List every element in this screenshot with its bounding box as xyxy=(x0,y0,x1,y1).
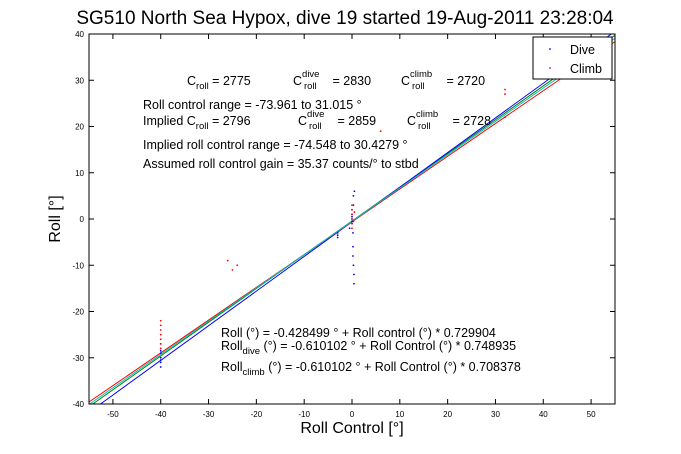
point-dive-23 xyxy=(353,282,355,285)
y-tick-label: 20 xyxy=(75,123,84,132)
point-climb-4 xyxy=(159,338,162,341)
point-climb-8 xyxy=(231,268,234,271)
point-climb-9 xyxy=(236,264,239,267)
point-dive-22 xyxy=(353,273,355,276)
annotation-fit-dive: Rolldive (°) = -0.610102 ° + Roll Contro… xyxy=(221,339,516,357)
point-climb-5 xyxy=(159,342,162,345)
point-dive-3 xyxy=(159,356,162,359)
point-climb-3 xyxy=(159,333,162,336)
point-dive-4 xyxy=(159,361,162,364)
point-climb-6 xyxy=(159,347,162,350)
point-dive-21 xyxy=(352,264,355,267)
x-axis-ticks: -50 -40 -30 -20 -10 0 10 20 30 40 50 xyxy=(107,34,596,419)
x-tick-label: 10 xyxy=(395,410,404,419)
x-tick-label: -20 xyxy=(251,410,263,419)
annotation-implied-c-roll-dive: Cdive roll = 2859 xyxy=(298,109,376,132)
y-tick-label: -40 xyxy=(72,400,84,409)
y-axis-ticks: -40 -30 -20 -10 0 10 20 30 40 xyxy=(72,30,615,409)
point-climb-16 xyxy=(352,220,355,223)
point-dive-2 xyxy=(159,352,162,355)
x-tick-label: 30 xyxy=(491,410,500,419)
y-tick-label: 0 xyxy=(80,215,85,224)
x-tick-label: 50 xyxy=(587,410,596,419)
point-dive-11 xyxy=(348,227,351,230)
y-tick-label: -20 xyxy=(72,308,84,317)
x-tick-label: 20 xyxy=(443,410,452,419)
x-tick-label: 40 xyxy=(539,410,548,419)
point-climb-21 xyxy=(504,88,506,91)
point-dive-6 xyxy=(159,349,162,352)
point-dive-10 xyxy=(336,236,339,239)
x-tick-label: -30 xyxy=(203,410,215,419)
point-dive-18 xyxy=(352,231,354,234)
y-tick-label: 40 xyxy=(75,30,84,39)
point-climb-1 xyxy=(159,324,162,327)
point-dive-25 xyxy=(352,194,355,197)
x-tick-label: -10 xyxy=(298,410,310,419)
data-points xyxy=(159,88,506,368)
annotations: Croll = 2775 Cdive roll = 2830 Cclimb roll… xyxy=(143,69,521,378)
x-tick-label: -50 xyxy=(107,410,119,419)
point-climb-10 xyxy=(351,227,353,230)
x-axis-label: Roll Control [°] xyxy=(300,420,403,437)
legend-marker-dive xyxy=(549,48,551,50)
point-climb-11 xyxy=(351,222,353,225)
point-dive-5 xyxy=(159,366,162,368)
x-tick-label: 0 xyxy=(350,410,355,419)
annotation-fit-all: Roll (°) = -0.428499 ° + Roll control (°… xyxy=(221,326,496,340)
point-dive-9 xyxy=(336,234,339,237)
annotation-roll-control-gain: Assumed roll control gain = 35.37 counts… xyxy=(143,157,419,171)
point-dive-19 xyxy=(352,245,354,248)
annotation-implied-roll-control-range: Implied roll control range = -74.548 to … xyxy=(143,138,408,152)
y-tick-label: -30 xyxy=(72,354,84,363)
y-axis-label: Roll [°] xyxy=(47,195,64,242)
point-climb-12 xyxy=(351,218,353,220)
annotation-c-roll-dive: Cdive roll = 2830 xyxy=(293,69,371,92)
point-climb-20 xyxy=(504,93,506,96)
annotation-implied-c-roll-climb: Cclimb roll = 2728 xyxy=(407,109,491,132)
legend-box xyxy=(532,36,613,80)
point-dive-26 xyxy=(353,190,356,193)
y-tick-label: 10 xyxy=(75,169,84,178)
point-climb-19 xyxy=(504,116,506,119)
point-climb-17 xyxy=(353,211,356,213)
legend-marker-climb xyxy=(549,67,551,69)
point-climb-14 xyxy=(351,208,353,211)
legend: Dive Climb xyxy=(532,36,613,80)
annotation-fit-climb: Rollclimb (°) = -0.610102 ° + Roll Contr… xyxy=(221,360,521,378)
point-climb-15 xyxy=(351,204,353,207)
annotation-roll-control-range: Roll control range = -73.961 to 31.015 ° xyxy=(143,98,362,112)
point-dive-20 xyxy=(352,255,354,257)
point-dive-17 xyxy=(351,215,353,218)
point-dive-24 xyxy=(352,204,355,207)
point-climb-0 xyxy=(159,319,162,322)
point-dive-7 xyxy=(159,359,162,361)
annotation-c-roll: Croll = 2775 xyxy=(187,74,251,92)
annotation-c-roll-climb: Cclimb roll = 2720 xyxy=(401,69,485,92)
point-climb-7 xyxy=(226,259,229,262)
point-dive-16 xyxy=(351,220,353,223)
chart-title: SG510 North Sea Hypox, dive 19 started 1… xyxy=(76,8,614,29)
point-climb-13 xyxy=(351,213,353,216)
point-climb-2 xyxy=(159,329,162,331)
point-climb-18 xyxy=(379,130,382,133)
annotation-implied-c-roll: Implied Croll = 2796 xyxy=(143,114,251,132)
legend-entry-climb: Climb xyxy=(570,62,602,76)
legend-entry-dive: Dive xyxy=(570,43,595,57)
x-tick-label: -40 xyxy=(155,410,167,419)
point-dive-8 xyxy=(336,231,339,234)
y-tick-label: 30 xyxy=(75,76,84,85)
y-tick-label: -10 xyxy=(72,261,84,270)
